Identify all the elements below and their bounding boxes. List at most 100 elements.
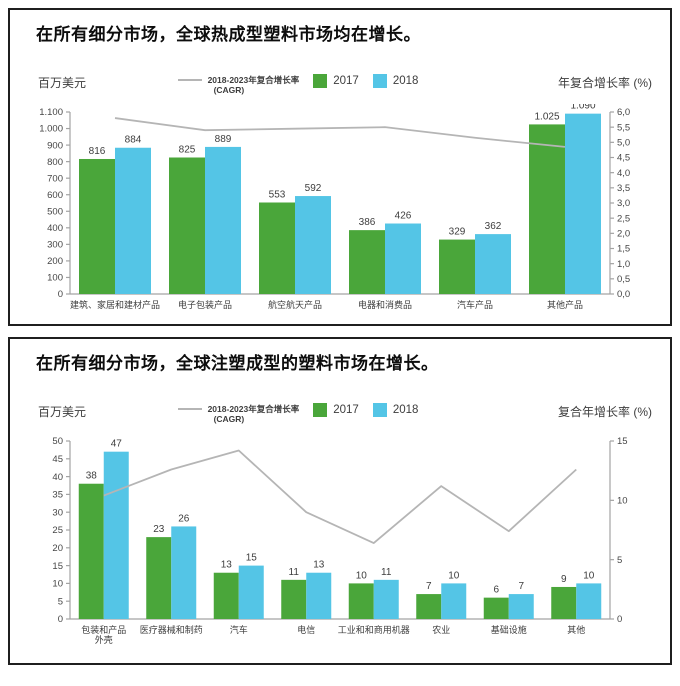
bar-2018-5 [441,583,467,619]
legend-cagr-line2: (CAGR) [213,85,245,95]
thermoformed-chart-panel: 在所有细分市场，全球热成型塑料市场均在增长。 百万美元 2018-2023年复合… [8,8,672,326]
bar-2017-1 [169,157,205,294]
chart-header-row: 百万美元 2018-2023年复合增长率 (CAGR) 2017 2018 [38,401,652,433]
bar-value-label: 15 [246,553,258,564]
category-label-1: 医疗器械和制药 [140,624,203,635]
bar-value-label: 1.090 [570,104,595,112]
left-axis-tick-label: 100 [47,273,63,284]
right-axis-tick-label: 1,0 [617,259,630,270]
right-axis-tick-label: 4,5 [617,153,630,164]
category-label-5: 农业 [432,624,450,635]
legend-item-2018: 2018 [372,74,419,88]
bar-value-label: 11 [289,567,300,578]
bar-2018-2 [295,196,331,294]
category-label-0: 包装和产品外壳 [81,624,126,645]
bar-value-label: 38 [86,471,98,482]
bar-2017-5 [416,594,442,619]
legend-item-2017: 2017 [313,74,359,88]
right-axis-tick-label: 5 [617,555,622,566]
left-axis-tick-label: 300 [47,240,63,251]
bar-value-label: 889 [215,134,232,145]
left-axis-tick-label: 800 [47,157,63,168]
left-axis-tick-label: 35 [52,490,63,501]
left-axis-tick-label: 600 [47,190,63,201]
bar-value-label: 11 [381,567,392,578]
legend-item-2018: 2018 [372,403,418,417]
cagr-line [103,449,577,544]
right-axis-tick-label: 3,5 [617,183,630,194]
legend-item-cagr: 2018-2023年复合增长率 (CAGR) [177,404,300,424]
right-axis-tick-label: 4,0 [617,168,630,179]
category-label-6: 基础设施 [491,624,527,635]
left-axis-title: 百万美元 [38,405,87,419]
bar-2018-2 [238,565,264,619]
chart-title-injection: 在所有细分市场，全球注塑成型的塑料市场在增长。 [36,354,439,373]
bar-value-label: 362 [485,221,502,232]
legend-cagr-line1: 2018-2023年复合增长率 [207,75,300,85]
left-axis-title: 百万美元 [38,76,87,90]
left-axis-tick-label: 700 [47,173,63,184]
left-axis-tick-label: 400 [47,223,63,234]
left-axis-tick-label: 1.000 [39,124,63,135]
right-axis-tick-label: 5,0 [617,138,630,149]
bar-value-label: 26 [178,513,190,524]
bar-2017-0 [79,158,115,294]
left-axis-tick-label: 45 [52,454,63,465]
bar-value-label: 592 [305,183,322,194]
bar-value-label: 7 [518,581,524,592]
bar-value-label: 13 [313,560,325,571]
bar-2017-1 [146,537,172,619]
legend-label-2018: 2018 [392,75,419,87]
left-axis-tick-label: 15 [52,561,63,572]
legend-swatch-2018 [372,74,387,88]
bar-value-label: 9 [561,574,567,585]
category-label-3: 电器和消费品 [358,299,412,310]
left-axis-tick-label: 30 [52,507,63,518]
category-label-7: 其他 [567,624,585,635]
bar-2018-0 [115,147,151,294]
bar-2017-4 [348,583,374,619]
left-axis-tick-label: 1.100 [39,107,63,118]
bar-2017-0 [78,483,104,619]
category-label-0: 建筑、家居和建材产品 [70,299,160,310]
thermoformed-chart: 0 100 200 300 400 500 600 700 800 900 1.000 1.100 0,… [39,104,630,310]
right-axis-tick-label: 0,5 [617,274,630,285]
bar-value-label: 825 [179,145,196,156]
bar-2018-4 [475,234,511,294]
bar-value-label: 10 [448,570,460,581]
left-axis-tick-label: 0 [58,289,63,300]
legend-label-2017: 2017 [333,404,359,416]
chart-title-thermoformed: 在所有细分市场，全球热成型塑料市场均在增长。 [36,25,421,44]
right-axis-title: 复合年增长率 (%) [557,405,652,419]
legend-item-cagr: 2018-2023年复合增长率 (CAGR) [177,75,300,95]
bar-value-label: 553 [269,190,286,201]
bar-2018-4 [373,579,399,619]
left-axis-tick-label: 50 [52,436,63,447]
cagr-line [114,117,566,148]
right-axis-tick-label: 10 [617,496,628,507]
bar-value-label: 10 [583,570,595,581]
left-axis-tick-label: 500 [47,206,63,217]
bar-2018-7 [576,583,602,619]
bar-2018-1 [205,146,241,294]
bar-2017-3 [281,579,307,619]
bar-2017-7 [551,586,577,619]
chart-header-row: 百万美元 2018-2023年复合增长率 (CAGR) 2017 2018 [38,72,652,104]
legend: 2018-2023年复合增长率 (CAGR) 2017 2018 [177,72,419,95]
legend: 2018-2023年复合增长率 (CAGR) 2017 2018 [177,401,418,424]
left-axis-tick-label: 10 [52,579,63,590]
bar-value-label: 329 [449,227,466,238]
bar-2017-2 [259,202,295,294]
legend-swatch-2017 [313,74,328,88]
category-label-4: 工业和和商用机器 [338,624,410,635]
legend-cagr-label: 2018-2023年复合增长率 (CAGR) [208,75,300,95]
right-axis-tick-label: 3,0 [617,198,630,209]
legend-cagr-label: 2018-2023年复合增长率 (CAGR) [208,404,300,424]
category-label-2: 汽车 [230,624,248,635]
cagr-line-icon [177,408,202,410]
legend-item-2017: 2017 [313,403,359,417]
left-axis-tick-label: 40 [52,472,63,483]
legend-swatch-2017 [313,403,328,417]
category-label-4: 汽车产品 [457,299,493,310]
bar-2018-3 [306,572,332,619]
